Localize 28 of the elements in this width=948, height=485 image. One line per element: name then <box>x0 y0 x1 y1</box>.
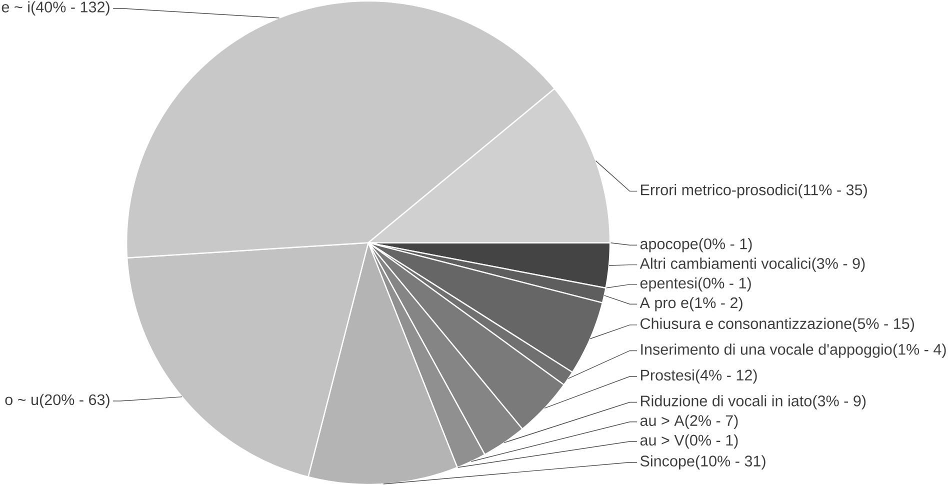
category-label: au > V <box>640 434 684 446</box>
slice-label: o ~ u <box>5 396 38 406</box>
data-label: (11% - 35) <box>798 184 867 198</box>
data-label: (4% - 12) <box>696 369 757 384</box>
slice-label: Prostesi <box>641 369 694 381</box>
data-label: (3% - 9) <box>813 395 866 410</box>
data-label: (1% - 2) <box>690 296 742 312</box>
data-label: (1% - 4) <box>893 344 946 358</box>
slice-label: Sincope <box>640 455 694 470</box>
data-label: (5% - 15) <box>853 318 914 332</box>
data-label: (10% - 31) <box>696 455 766 470</box>
data-label: (20% - 63) <box>40 394 110 408</box>
slice-label: au > A <box>640 415 684 426</box>
slice-label: e ~ i <box>2 1 30 12</box>
legend-label: apocope <box>640 240 698 252</box>
data-label: (2% - 7) <box>685 414 738 429</box>
slice-label: Inserimento di una vocale d'appoggio <box>641 344 892 358</box>
data-label: (40% - 132) <box>31 1 110 16</box>
text: (0% - 1) <box>698 277 751 292</box>
slice-label: A pro e <box>640 297 688 312</box>
text: (0% - 1) <box>699 238 752 252</box>
data-label: (3% - 9) <box>812 258 865 272</box>
slice-label: Errori metrico-prosodici <box>641 184 797 198</box>
legend-label: epentesi <box>640 277 696 292</box>
text: (0% - 1) <box>685 434 738 449</box>
slice-label: Altri cambiamenti vocalici <box>640 258 810 269</box>
slice-label: Chiusura e consonantizzazione <box>640 318 852 330</box>
slice-label: Riduzione di vocali in iato <box>641 395 812 406</box>
